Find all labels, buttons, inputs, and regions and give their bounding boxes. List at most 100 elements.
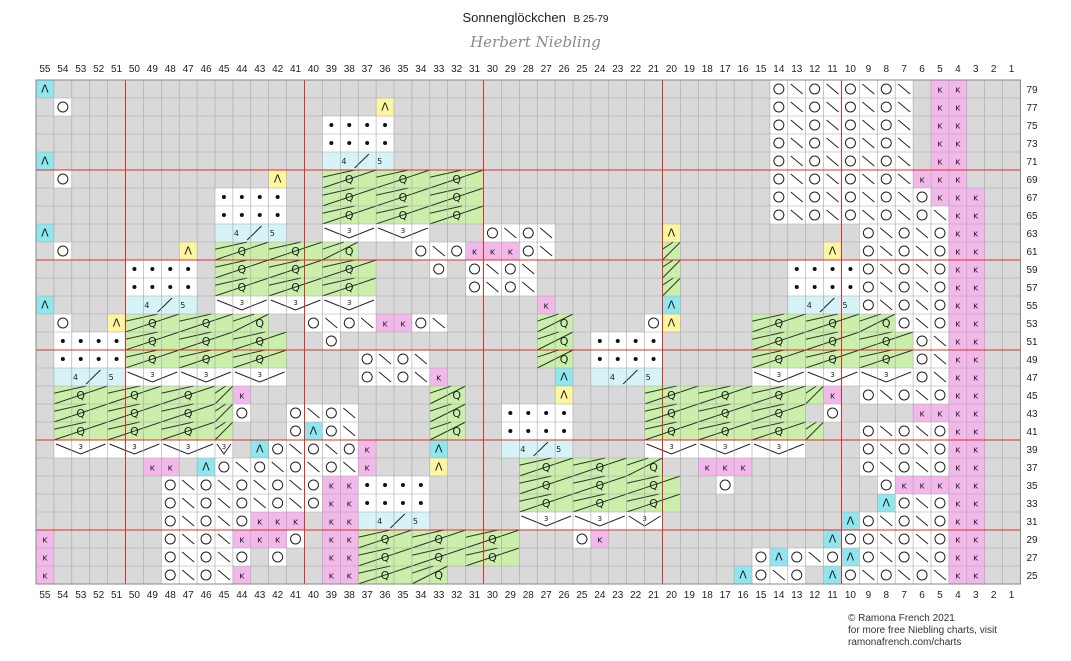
twist-symbol: Q xyxy=(775,425,784,438)
twist-symbol: Q xyxy=(596,497,605,510)
purl-dot xyxy=(526,429,531,433)
stitch-cell-k: ĸ xyxy=(590,530,609,548)
cable-line xyxy=(751,385,785,394)
cell-fill xyxy=(716,476,735,494)
twist-symbol: Q xyxy=(76,389,85,402)
yarn-over-symbol xyxy=(415,317,427,329)
decrease-line xyxy=(826,191,839,203)
knit-symbol: ĸ xyxy=(150,464,156,474)
purl-dot xyxy=(794,267,799,271)
decrease-line xyxy=(897,209,911,221)
column-number-top: 22 xyxy=(630,64,642,75)
cable-line xyxy=(805,331,860,351)
decrease-line xyxy=(181,515,195,527)
cable-line xyxy=(179,331,234,351)
stitch-cell-ring xyxy=(161,512,251,530)
yarn-over-symbol xyxy=(827,407,839,419)
cell-fill xyxy=(590,530,609,548)
decrease-symbol: Λ xyxy=(668,227,676,240)
decrease-line xyxy=(826,173,839,185)
column-number-top: 17 xyxy=(720,64,732,75)
cell-fill xyxy=(859,548,949,566)
yarn-over-symbol xyxy=(862,281,874,293)
yarn-over-symbol xyxy=(862,425,874,437)
stitch-cell-ring xyxy=(859,458,949,476)
decrease-line xyxy=(181,479,195,491)
website-link[interactable]: ramonafrench.com/charts xyxy=(848,637,962,648)
knit-symbol: ĸ xyxy=(257,536,263,546)
twist-symbol: Q xyxy=(596,479,605,492)
twist-symbol: Q xyxy=(649,461,658,474)
column-number-bottom: 22 xyxy=(630,590,642,601)
cell-fill xyxy=(859,242,949,260)
purl-dot xyxy=(347,123,352,127)
column-number-top: 10 xyxy=(845,64,857,75)
purl-dot xyxy=(365,141,370,145)
decrease-line xyxy=(217,497,231,509)
column-number-top: 49 xyxy=(147,64,159,75)
decrease-line xyxy=(862,569,875,581)
stitch-cell-ring xyxy=(859,386,949,404)
decrease-line xyxy=(933,569,947,581)
decrease-line xyxy=(360,317,374,329)
column-number-bottom: 51 xyxy=(111,590,123,601)
cable-line xyxy=(53,421,87,430)
row-number: 77 xyxy=(1027,103,1039,114)
cell-fill xyxy=(823,566,842,584)
knit-symbol: ĸ xyxy=(955,158,961,168)
column-number-top: 7 xyxy=(901,64,907,75)
twist-symbol: Q xyxy=(345,281,354,294)
cell-fill xyxy=(429,260,448,278)
yarn-over-symbol xyxy=(325,425,337,437)
yarn-over-symbol xyxy=(934,533,946,545)
knit-symbol: ĸ xyxy=(973,392,979,402)
twist-symbol: Q xyxy=(560,353,569,366)
column-number-bottom: 53 xyxy=(75,590,87,601)
column-number-top: 12 xyxy=(809,64,821,75)
yarn-over-symbol xyxy=(343,443,355,455)
cross-count-5: 5 xyxy=(843,301,848,310)
cable-line xyxy=(519,493,574,513)
twist-symbol: Q xyxy=(345,245,354,258)
stitch-cell-c3: 3 3 3 xyxy=(644,440,806,458)
yarn-over-symbol xyxy=(880,101,892,113)
knit-symbol: ĸ xyxy=(347,500,353,510)
decrease-line xyxy=(915,299,929,311)
cable-line xyxy=(322,205,355,214)
decrease-line xyxy=(879,443,893,455)
purl-dot xyxy=(150,285,155,289)
decrease-line xyxy=(486,281,499,293)
knit-symbol: ĸ xyxy=(955,284,961,294)
stitch-cell-o xyxy=(286,422,305,440)
purl-dot xyxy=(562,411,567,415)
yarn-over-symbol xyxy=(898,461,910,473)
purl-dot xyxy=(418,483,423,487)
twist-symbol: Q xyxy=(452,191,461,204)
knit-symbol: ĸ xyxy=(955,374,961,384)
cell-fill xyxy=(841,530,860,548)
column-number-top: 54 xyxy=(57,64,69,75)
column-number-top: 16 xyxy=(737,64,749,75)
twist-symbol: Q xyxy=(345,263,354,276)
knit-symbol: ĸ xyxy=(937,104,943,114)
row-number: 37 xyxy=(1027,463,1039,474)
cable-line xyxy=(698,403,731,412)
knit-symbol: ĸ xyxy=(973,428,979,438)
knit-symbol: ĸ xyxy=(329,536,335,546)
stitch-cell-k: ĸ xyxy=(232,386,251,404)
decrease-line xyxy=(897,191,911,203)
row-number: 61 xyxy=(1027,247,1039,258)
decrease-line xyxy=(915,443,929,455)
cable-line xyxy=(214,241,248,250)
yarn-over-symbol xyxy=(880,83,892,95)
column-number-bottom: 54 xyxy=(57,590,69,601)
yarn-over-symbol xyxy=(934,263,946,275)
cable-line xyxy=(698,421,731,430)
cross-line xyxy=(246,225,262,241)
knit-symbol: ĸ xyxy=(955,500,961,510)
cross-count-3: 3 xyxy=(240,299,244,307)
stitch-cell-dec3: Λ xyxy=(179,242,198,260)
